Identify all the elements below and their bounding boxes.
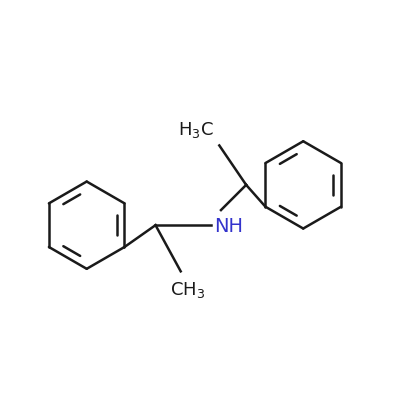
Text: NH: NH — [214, 217, 243, 236]
Text: H$_3$C: H$_3$C — [178, 120, 214, 140]
Text: CH$_3$: CH$_3$ — [170, 280, 205, 300]
